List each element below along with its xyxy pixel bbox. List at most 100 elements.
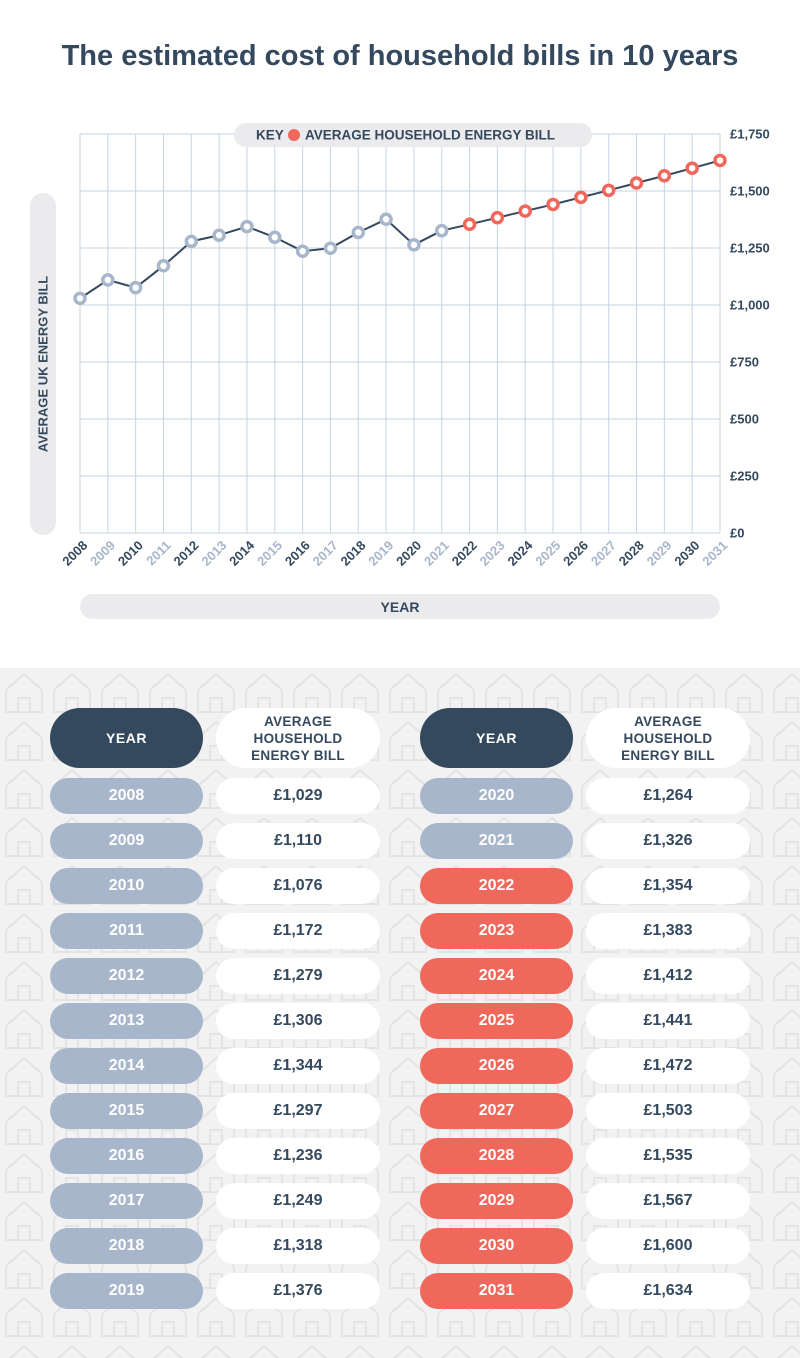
x-tick-label: 2021 [421,538,452,569]
x-tick-label: 2031 [699,538,730,569]
year-cell: 2023 [420,913,573,949]
data-point [212,228,226,242]
data-table-section: YEAR AVERAGE HOUSEHOLD ENERGY BILL 2008 £1,… [0,668,800,1358]
bill-cell: £1,567 [586,1183,750,1219]
x-tick-label: 2024 [504,537,536,569]
legend-marker [288,129,300,141]
y-tick-label: £1,000 [730,298,770,313]
x-axis-label: YEAR [381,599,420,615]
y-axis-label: AVERAGE UK ENERGY BILL [36,276,51,453]
y-tick-label: £1,750 [730,127,770,142]
year-cell: 2021 [420,823,573,859]
x-tick-label: 2011 [143,538,174,569]
bill-cell: £1,318 [216,1228,380,1264]
data-point [240,219,254,234]
x-tick-label: 2025 [532,538,563,569]
data-point [156,259,171,273]
year-cell: 2018 [50,1228,203,1264]
year-header: YEAR [420,708,573,768]
x-tick-label: 2017 [310,538,341,569]
x-tick-label: 2012 [171,538,202,569]
data-point [184,234,199,249]
legend-pill [234,123,592,147]
data-point [73,291,87,306]
year-cell: 2027 [420,1093,573,1129]
bill-cell: £1,236 [216,1138,380,1174]
year-cell: 2015 [50,1093,203,1129]
data-point [407,238,421,252]
data-point [379,212,393,227]
data-point [295,244,310,258]
year-cell: 2010 [50,868,203,904]
bill-cell: £1,376 [216,1273,380,1309]
year-cell: 2022 [420,868,573,904]
year-cell: 2019 [50,1273,203,1309]
year-cell: 2016 [50,1138,203,1174]
bill-cell: £1,535 [586,1138,750,1174]
x-tick-label: 2016 [282,538,313,569]
x-tick-label: 2030 [671,538,702,569]
data-point [657,168,672,183]
year-cell: 2013 [50,1003,203,1039]
x-tick-label: 2027 [588,538,619,569]
bill-cell: £1,634 [586,1273,750,1309]
legend-key-label: KEY [256,128,284,143]
year-cell: 2009 [50,823,203,859]
x-tick-label: 2008 [59,538,90,569]
year-cell: 2020 [420,778,573,814]
data-point [351,225,366,240]
bill-cell: £1,297 [216,1093,380,1129]
data-point [101,273,115,287]
year-cell: 2014 [50,1048,203,1084]
x-tick-label: 2022 [449,538,480,569]
data-point [268,230,282,245]
year-cell: 2030 [420,1228,573,1264]
year-cell: 2012 [50,958,203,994]
bill-cell: £1,306 [216,1003,380,1039]
bill-cell: £1,326 [586,823,750,859]
year-cell: 2028 [420,1138,573,1174]
y-tick-label: £750 [730,355,759,370]
data-point [546,197,560,212]
data-point [685,161,699,175]
bill-header: AVERAGE HOUSEHOLD ENERGY BILL [216,708,380,768]
data-point [713,153,727,168]
x-tick-label: 2009 [87,538,118,569]
year-cell: 2025 [420,1003,573,1039]
data-point [490,210,505,225]
line-chart: AVERAGE UK ENERGY BILL £0 £250 £500 £750 £1,0… [30,123,770,619]
year-cell: 2008 [50,778,203,814]
bill-cell: £1,600 [586,1228,750,1264]
legend-label: AVERAGE HOUSEHOLD ENERGY BILL [305,128,555,143]
year-cell: 2011 [50,913,203,949]
bill-header: AVERAGE HOUSEHOLD ENERGY BILL [586,708,750,768]
data-point [434,223,449,238]
x-axis-label-pill [80,594,720,619]
bill-cell: £1,344 [216,1048,380,1084]
y-axis-label-pill [30,193,56,535]
x-tick-label: 2019 [365,538,396,569]
year-cell: 2031 [420,1273,573,1309]
x-tick-label: 2013 [198,538,229,569]
data-point [462,217,477,232]
data-point [629,176,644,190]
y-tick-label: £1,250 [730,241,770,256]
year-cell: 2026 [420,1048,573,1084]
bill-cell: £1,279 [216,958,380,994]
bill-cell: £1,076 [216,868,380,904]
x-tick-label: 2014 [226,537,258,569]
x-tick-label: 2018 [338,538,369,569]
data-point [323,241,338,255]
x-tick-label: 2026 [560,538,591,569]
bill-cell: £1,441 [586,1003,750,1039]
year-cell: 2017 [50,1183,203,1219]
bill-cell: £1,503 [586,1093,750,1129]
data-point [128,280,143,295]
y-tick-label: £1,500 [730,184,770,199]
y-tick-label: £500 [730,412,759,427]
bill-cell: £1,172 [216,913,380,949]
bill-cell: £1,472 [586,1048,750,1084]
bill-cell: £1,249 [216,1183,380,1219]
x-tick-label: 2023 [477,538,508,569]
x-tick-label: 2015 [254,538,285,569]
